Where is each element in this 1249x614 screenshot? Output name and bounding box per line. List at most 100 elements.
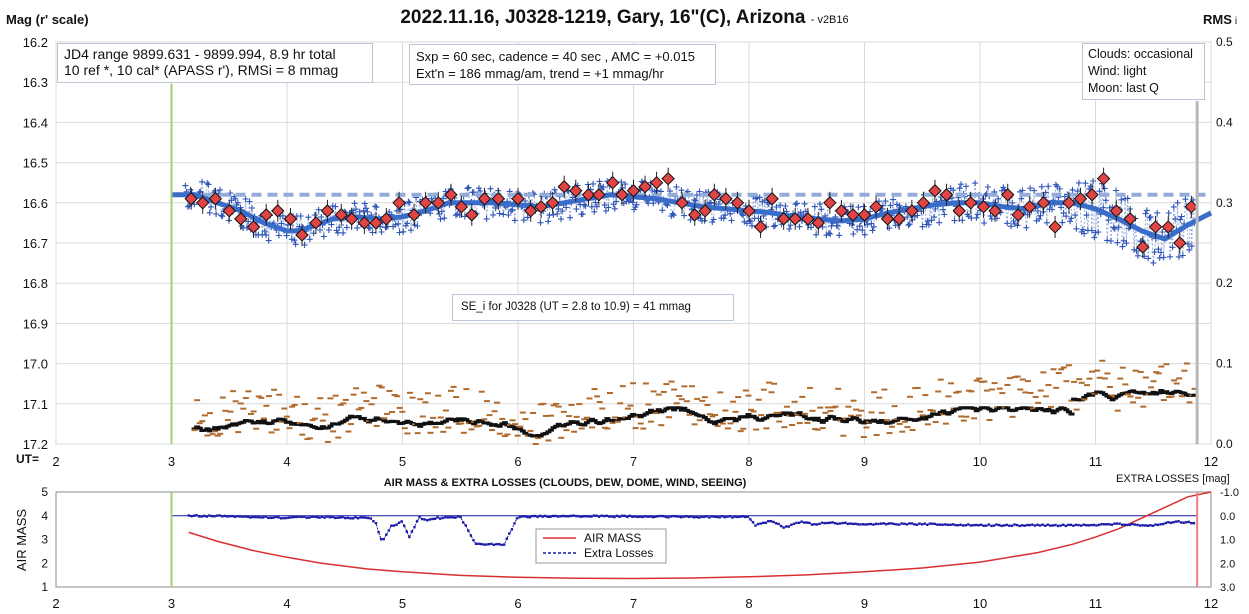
rms-tick-label: 0.4 <box>1216 115 1233 129</box>
mag-tick-label: 16.7 <box>23 236 48 251</box>
ut-tick-label-lower: 9 <box>861 596 868 611</box>
extra-point <box>1054 523 1057 527</box>
raw-point <box>205 181 212 188</box>
raw-point <box>311 212 318 218</box>
binned-point <box>857 208 872 222</box>
extra-point <box>428 518 432 521</box>
extra-point <box>895 523 898 526</box>
extra-point <box>931 522 934 525</box>
raw-point <box>605 204 612 211</box>
extra-point <box>826 521 829 525</box>
extra-point <box>485 543 488 546</box>
extra-point <box>377 530 380 534</box>
binned-point <box>916 196 931 210</box>
extra-point <box>633 515 637 518</box>
binned-point <box>928 184 942 198</box>
extra-point <box>369 517 373 520</box>
extra-point <box>213 515 216 518</box>
extra-point <box>600 514 603 517</box>
raw-point <box>1111 225 1118 232</box>
binned-point <box>1062 196 1076 210</box>
extra-point <box>723 516 726 519</box>
extra-point <box>1010 524 1014 527</box>
binned-point <box>776 212 791 226</box>
extra-point <box>672 514 675 518</box>
binned-point <box>1173 236 1187 250</box>
raw-point <box>801 200 808 207</box>
raw-point <box>511 217 518 224</box>
extra-point <box>264 515 267 518</box>
extra-point <box>1082 523 1085 526</box>
raw-point <box>770 223 777 230</box>
extra-point <box>864 523 867 526</box>
raw-point <box>855 204 862 211</box>
extra-point <box>674 515 678 518</box>
raw-point <box>1118 196 1125 203</box>
extra-point <box>392 524 396 527</box>
raw-point <box>1058 204 1064 211</box>
binned-point <box>892 212 906 226</box>
raw-point <box>1159 229 1166 235</box>
extra-point <box>231 514 234 518</box>
extra-point <box>782 526 785 529</box>
raw-point <box>1036 216 1043 222</box>
extra-point <box>808 521 811 525</box>
raw-point <box>1019 187 1026 194</box>
extra-point <box>772 520 775 524</box>
ut-tick-label-lower: 2 <box>52 596 59 611</box>
binned-point <box>765 192 779 206</box>
binned-point <box>952 204 966 218</box>
extra-point <box>1100 522 1103 526</box>
raw-point <box>792 201 799 208</box>
extra-point <box>918 522 921 525</box>
raw-point <box>351 200 358 207</box>
binned-point <box>344 212 359 226</box>
extra-point <box>341 515 344 519</box>
raw-point <box>505 212 512 218</box>
raw-point <box>950 187 957 194</box>
raw-point <box>1023 224 1030 231</box>
extra-point <box>961 524 965 527</box>
raw-point <box>500 211 507 218</box>
extra-point <box>1036 523 1039 527</box>
binned-point <box>788 212 802 226</box>
raw-point <box>1004 220 1011 227</box>
extra-point <box>359 516 362 519</box>
raw-point <box>581 201 588 208</box>
binned-point <box>234 212 248 226</box>
raw-point <box>650 200 657 207</box>
extra-point <box>1141 524 1144 527</box>
binned-point <box>1048 220 1062 234</box>
extra-point <box>713 515 716 518</box>
extra-point <box>1187 520 1191 524</box>
extra-point <box>418 515 421 519</box>
binned-point <box>1085 188 1099 202</box>
raw-point <box>584 181 591 188</box>
raw-point <box>1075 179 1082 186</box>
raw-point <box>887 202 894 209</box>
raw-point <box>914 212 921 219</box>
raw-point <box>365 224 372 231</box>
extra-point <box>1131 522 1134 526</box>
extra-point <box>592 514 596 517</box>
extra-point <box>451 516 455 519</box>
extra-point <box>872 523 875 526</box>
extra-tick-label: 3.0 <box>1220 582 1235 594</box>
extra-point <box>1169 521 1173 525</box>
extra-point <box>561 514 565 518</box>
extra-point <box>790 523 793 526</box>
exposure-info-line2: Ext'n = 186 mmag/am, trend = +1 mmag/hr <box>416 66 664 81</box>
extra-point <box>885 522 888 526</box>
binned-point <box>477 192 492 206</box>
raw-point <box>974 211 981 218</box>
extra-point <box>1003 524 1006 527</box>
extra-point <box>956 524 960 527</box>
extra-point <box>323 516 326 519</box>
raw-point <box>242 196 249 202</box>
binned-point <box>638 180 652 194</box>
extra-tick-label: 2.0 <box>1220 558 1235 570</box>
exposure-info-box: Sxp = 60 sec, cadence = 40 sec , AMC = +… <box>409 44 716 85</box>
extra-point <box>915 523 919 526</box>
raw-point <box>722 212 729 219</box>
extra-point <box>528 516 532 519</box>
